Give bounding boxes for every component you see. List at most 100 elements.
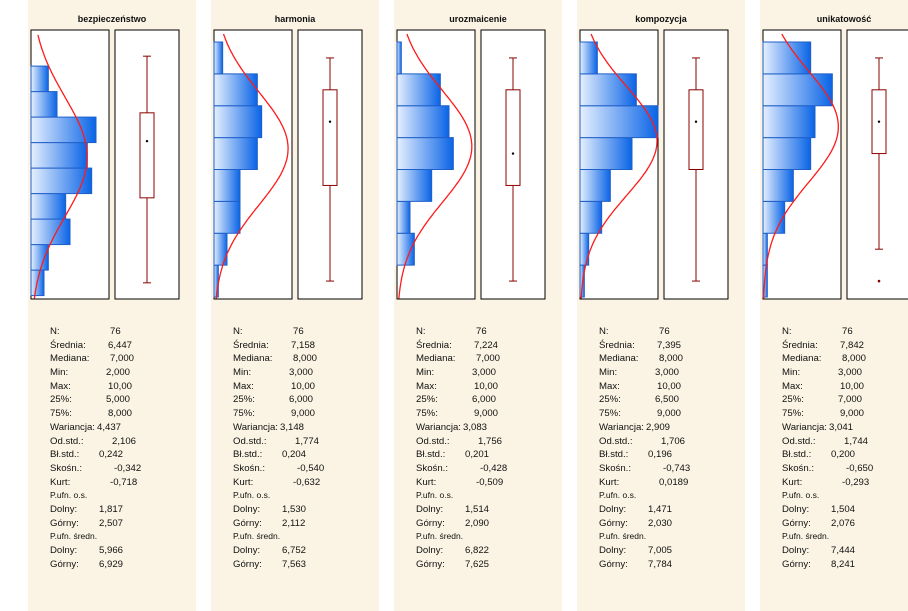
stat-value: 6,000	[289, 394, 314, 406]
histogram-bar	[762, 200, 786, 234]
stat-label: N:	[599, 326, 609, 337]
stat-row: 75%: 9,000	[782, 408, 902, 422]
stat-value: 8,000	[293, 353, 318, 365]
stat-row: Mediana: 7,000	[50, 353, 170, 367]
stat-label: Dolny:	[599, 503, 627, 515]
stat-row: Bł.std.: 0,201	[416, 449, 536, 463]
stat-value: 9,000	[474, 408, 499, 420]
stat-value: 76	[476, 326, 487, 337]
stat-label: P.ufn. średn.	[599, 531, 647, 542]
stat-value: 7,158	[291, 339, 316, 351]
stat-label: Min:	[782, 367, 801, 379]
normal-curve	[33, 34, 88, 299]
stat-row: Min: 3,000	[416, 367, 536, 381]
histogram-bar	[30, 193, 67, 220]
stat-row: Kurt: -0,632	[233, 477, 353, 491]
stat-row: Wariancja: 3,041	[782, 422, 902, 436]
stat-value: 3,000	[838, 367, 863, 379]
stat-label: Dolny:	[782, 545, 810, 556]
stat-row: Mediana: 8,000	[233, 353, 353, 367]
histogram-bar	[579, 200, 603, 234]
stat-value: 1,514	[465, 503, 490, 515]
boxplot-box	[322, 89, 338, 186]
stat-value: 1,774	[295, 435, 320, 447]
stat-row: Górny: 7,563	[233, 559, 353, 573]
histogram-bar	[213, 73, 258, 107]
histogram-bar	[762, 137, 812, 170]
stat-label: P.ufn. o.s.	[233, 490, 271, 501]
stat-value: 0,201	[465, 449, 490, 461]
stat-value: 2,909	[646, 421, 671, 433]
histogram-bar	[30, 91, 58, 118]
stat-value: 3,083	[463, 421, 488, 433]
stat-label: Wariancja:	[782, 421, 827, 433]
stat-label: Dolny:	[50, 503, 78, 515]
stat-value: 1,706	[661, 435, 686, 447]
stat-label: Kurt:	[233, 476, 254, 488]
stat-label: Średnia:	[50, 339, 86, 351]
stat-label: Dolny:	[599, 545, 627, 556]
stat-row: Dolny: 6,752	[233, 545, 353, 559]
stat-value: 1,756	[478, 435, 503, 447]
stat-row: Dolny: 7,444	[782, 545, 902, 559]
histogram-bar	[30, 65, 49, 93]
stat-label: N:	[233, 326, 243, 337]
stat-value: 7,784	[648, 558, 673, 570]
stat-value: 9,000	[840, 408, 865, 420]
stat-row: Górny: 2,030	[599, 518, 719, 532]
stat-row: Średnia: 7,395	[599, 340, 719, 354]
stat-label: Wariancja:	[599, 421, 644, 433]
histogram-bar	[579, 137, 633, 170]
stat-value: 9,000	[657, 408, 682, 420]
stat-row: Górny: 2,112	[233, 518, 353, 532]
stat-row: Skośn.: -0,342	[50, 463, 170, 477]
stat-label: Górny:	[416, 558, 445, 570]
stat-row: P.ufn. o.s.	[782, 490, 902, 504]
stat-value: 7,005	[648, 545, 673, 556]
stat-label: P.ufn. średn.	[416, 531, 464, 542]
stat-value: -0,428	[480, 462, 508, 474]
stat-row: Średnia: 7,158	[233, 340, 353, 354]
stat-row: 25%: 6,000	[416, 394, 536, 408]
stat-row: N: 76	[782, 326, 902, 340]
descriptive-stats: N: 76 Średnia: 6,447 Mediana: 7,000 Min: 2,000 M…	[50, 326, 170, 572]
stat-label: Dolny:	[233, 545, 261, 556]
boxplot-median	[511, 152, 515, 155]
stat-value: 0,200	[831, 449, 856, 461]
stat-row: Górny: 2,507	[50, 518, 170, 532]
stat-row: P.ufn. o.s.	[233, 490, 353, 504]
stat-row: Min: 3,000	[599, 367, 719, 381]
stat-value: 3,000	[655, 367, 680, 379]
stat-label: Od.std.:	[416, 435, 450, 447]
boxplot-median	[145, 139, 149, 143]
histogram-bar	[213, 264, 219, 298]
stat-value: 10,00	[291, 380, 316, 392]
stat-label: Od.std.:	[782, 435, 816, 447]
stat-label: 25%:	[416, 394, 438, 406]
stat-value: 7,000	[110, 353, 135, 365]
stat-label: Górny:	[233, 558, 262, 570]
stat-row: Od.std.: 1,756	[416, 436, 536, 450]
stat-row: Górny: 7,784	[599, 559, 719, 573]
stat-value: 6,822	[465, 545, 490, 556]
variable-panel: kompozycja 345678910 N: 76 Średnia: 7,395 Medi…	[577, 0, 745, 611]
variable-panel: unikatowość 345678910 N: 76 Średnia: 7,842 Med…	[760, 0, 908, 611]
stat-label: Średnia:	[416, 339, 452, 351]
stat-row: Wariancja: 3,083	[416, 422, 536, 436]
stat-label: Skośn.:	[599, 462, 631, 474]
stat-value: 7,000	[838, 394, 863, 406]
stat-row: Kurt: 0,0189	[599, 477, 719, 491]
stat-row: Od.std.: 1,744	[782, 436, 902, 450]
stat-label: Max:	[599, 380, 620, 392]
stat-label: Kurt:	[782, 476, 803, 488]
stat-row: Dolny: 1,530	[233, 504, 353, 518]
stat-row: Max: 10,00	[233, 381, 353, 395]
histogram-bar	[579, 73, 637, 107]
stat-label: Mediana:	[782, 353, 822, 365]
stat-row: N: 76	[233, 326, 353, 340]
stat-row: P.ufn. o.s.	[50, 490, 170, 504]
histogram-bar	[396, 169, 433, 202]
stat-value: -0,509	[476, 476, 504, 488]
stat-value: 7,395	[657, 339, 682, 351]
histogram-bar	[396, 73, 441, 107]
